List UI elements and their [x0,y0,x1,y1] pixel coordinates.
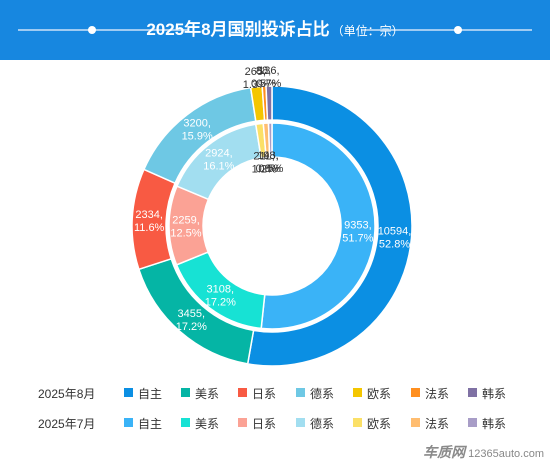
header-decoration-right [362,29,532,31]
legend-label: 韩系 [482,417,507,431]
legend-label: 法系 [425,417,450,431]
inner-label-faxi: 146, 0.8% [256,150,281,175]
inner-label-rixi: 2259, 12.5% [170,215,201,240]
legend-row-label: 2025年7月 [38,417,96,431]
chart-unit: （单位：宗） [331,24,404,38]
legend-label: 欧系 [367,387,392,401]
legend-label: 欧系 [367,417,392,431]
legend-label: 美系 [195,417,220,431]
legend-label: 韩系 [482,387,507,401]
legend-swatch [468,418,477,427]
legend-label: 德系 [310,387,335,401]
chart-title: 2025年8月国别投诉占比 （单位：宗） [0,18,550,43]
legend-swatch [411,418,420,427]
outer-label-meixi: 3455, 17.2% [176,308,207,333]
legend-swatch [296,418,305,427]
brand-site: 12365auto.com [468,448,544,460]
legend-label: 自主 [138,387,163,401]
footer-logo: 车质网 12365auto.com [423,442,544,462]
inner-label-meixi: 3108, 17.2% [205,284,236,309]
outer-slice-hanxi[interactable] [265,85,273,121]
inner-slice-hanxi[interactable] [267,122,273,158]
legend-row-august: 2025年8月 自主 美系 日系 德系 欧系 法系 韩系 [0,384,550,402]
outer-label-rixi: 2334, 11.6% [134,209,165,234]
legend-label: 法系 [425,387,450,401]
outer-label-zizhu: 10594, 52.8% [378,226,412,251]
inner-slice-zizhu[interactable] [260,122,376,330]
legend-swatch [353,418,362,427]
outer-label-hanxi: 136, 0.7% [256,65,281,90]
header-dot-left [88,26,96,34]
inner-label-zizhu: 9353, 51.7% [342,220,373,245]
legend-swatch [353,388,362,397]
legend-row-label: 2025年8月 [38,387,96,401]
header-bar: 2025年8月国别投诉占比 （单位：宗） [0,0,550,60]
legend-label: 日系 [252,417,277,431]
legend-swatch [124,418,133,427]
legend-swatch [296,388,305,397]
brand-logo: 车质网 [423,444,466,460]
inner-label-dexi: 2924, 16.1% [203,147,234,172]
legend-row-july: 2025年7月 自主 美系 日系 德系 欧系 法系 韩系 [0,414,550,432]
legend-swatch [238,388,247,397]
legend-swatch [238,418,247,427]
header-decoration-left [18,29,188,31]
legend-label: 美系 [195,387,220,401]
legend-label: 日系 [252,387,277,401]
header-dot-right [454,26,462,34]
outer-label-dexi: 3200, 15.9% [182,117,213,142]
legend-swatch [411,388,420,397]
chart-title-text: 2025年8月国别投诉占比 [146,20,330,39]
donut-chart: 10594, 52.8% 3455, 17.2% 2334, 11.6% 3200, 15.9… [131,65,413,367]
legend-label: 德系 [310,417,335,431]
legend-swatch [181,388,190,397]
legend-swatch [181,418,190,427]
legend-label: 自主 [138,417,163,431]
legend-swatch [124,388,133,397]
legend-swatch [468,388,477,397]
outer-slice-zizhu[interactable] [246,85,413,367]
inner-label-hanxi: 98, 0.5% [258,150,283,175]
